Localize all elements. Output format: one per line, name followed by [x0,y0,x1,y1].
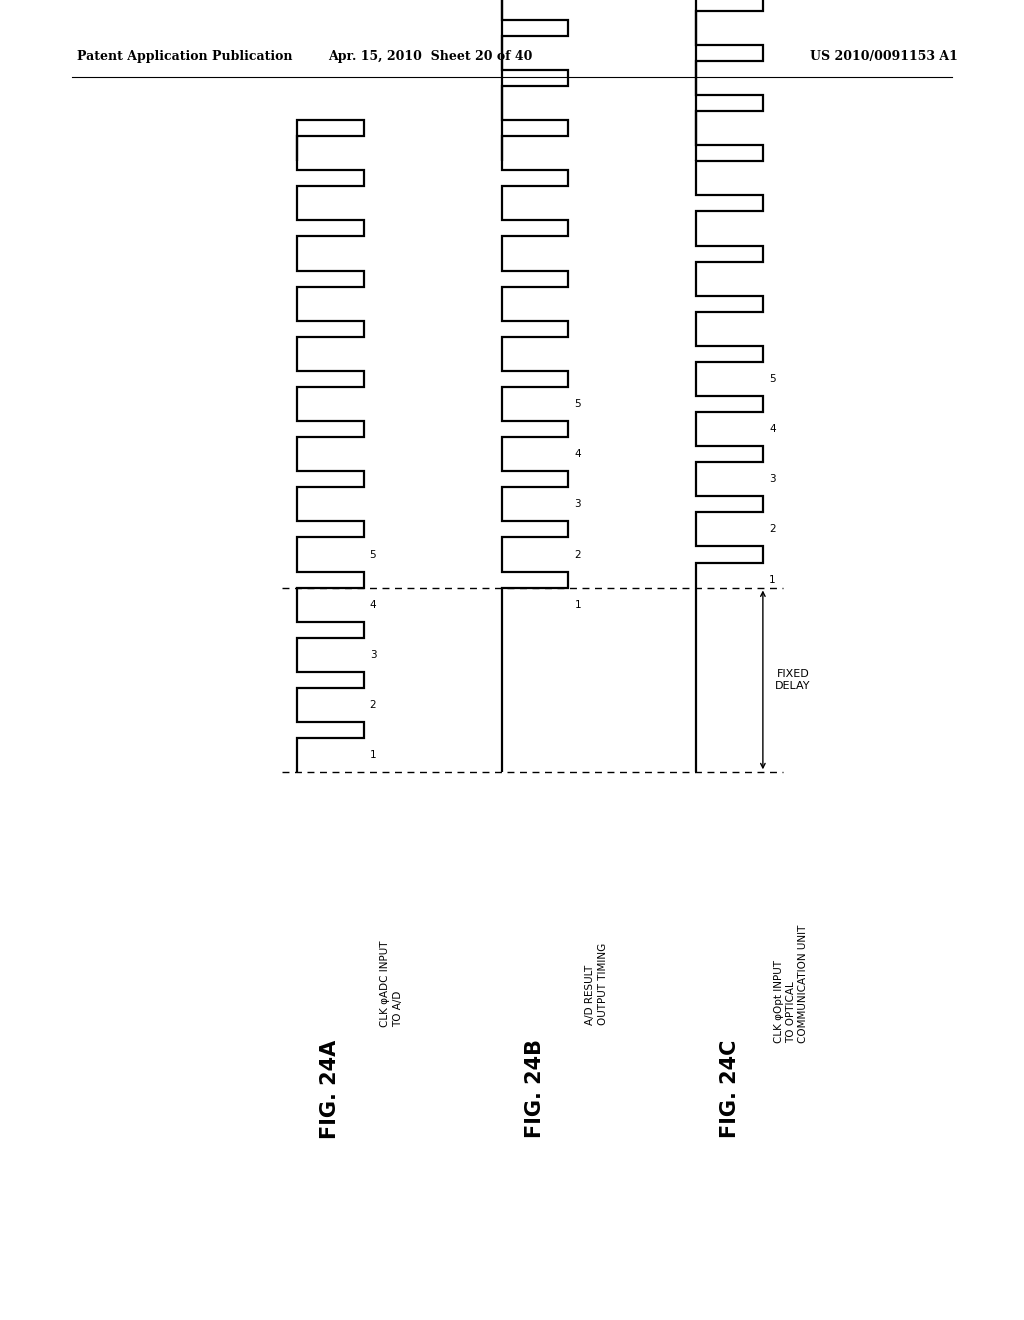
Text: 2: 2 [370,700,376,710]
Text: 5: 5 [769,374,775,384]
Text: FIG. 24A: FIG. 24A [321,1039,340,1139]
Text: 3: 3 [370,649,376,660]
Text: 5: 5 [370,549,376,560]
Text: FIXED
DELAY: FIXED DELAY [775,669,811,690]
Text: 2: 2 [769,524,775,535]
Text: 3: 3 [574,499,581,510]
Text: 1: 1 [574,599,581,610]
Text: 3: 3 [769,474,775,484]
Text: 4: 4 [769,424,775,434]
Text: CLK φADC INPUT
TO A/D: CLK φADC INPUT TO A/D [381,940,402,1027]
Text: 4: 4 [574,449,581,459]
Text: 1: 1 [370,750,376,760]
Text: 4: 4 [370,599,376,610]
Text: 1: 1 [769,574,775,585]
Text: Patent Application Publication: Patent Application Publication [77,50,292,63]
Text: 5: 5 [574,399,581,409]
Text: US 2010/0091153 A1: US 2010/0091153 A1 [810,50,957,63]
Text: FIG. 24B: FIG. 24B [525,1040,545,1138]
Text: A/D RESULT
OUTPUT TIMING: A/D RESULT OUTPUT TIMING [586,942,607,1024]
Text: Apr. 15, 2010  Sheet 20 of 40: Apr. 15, 2010 Sheet 20 of 40 [328,50,532,63]
Text: FIG. 24C: FIG. 24C [720,1040,739,1138]
Text: 2: 2 [574,549,581,560]
Text: CLK φOpt INPUT
TO OPTICAL
COMMUNICATION UNIT: CLK φOpt INPUT TO OPTICAL COMMUNICATION … [774,924,808,1043]
